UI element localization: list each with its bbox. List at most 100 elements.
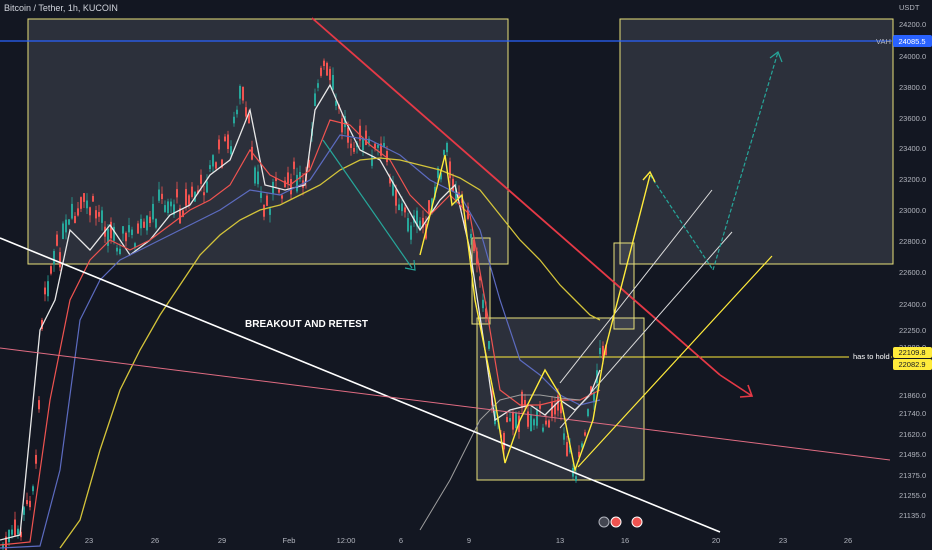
- candle-body: [134, 243, 136, 248]
- white-descending-trendline[interactable]: [0, 237, 721, 533]
- price-axis-label: 21255.0: [899, 491, 926, 500]
- candle-body: [173, 204, 175, 215]
- candle-body: [185, 189, 187, 206]
- candle-body: [95, 210, 97, 219]
- candle-body: [347, 127, 349, 143]
- candle-body: [296, 174, 298, 192]
- candle-body: [380, 143, 382, 156]
- candle-body: [437, 167, 439, 178]
- candle-body: [47, 281, 49, 297]
- candle-body: [44, 287, 46, 295]
- candle-body: [227, 134, 229, 149]
- candle-body: [167, 201, 169, 213]
- candle-body: [260, 192, 262, 198]
- price-tag-vah-text: 24085.5: [898, 37, 925, 46]
- red-descending-trendline[interactable]: [311, 17, 721, 376]
- candle-body: [188, 195, 190, 205]
- candle-body: [41, 319, 43, 330]
- candle-body: [269, 208, 271, 215]
- candle-body: [83, 193, 85, 202]
- yellow-projection-path: [419, 154, 651, 473]
- candle-body: [164, 205, 166, 212]
- candle-body: [140, 218, 142, 229]
- price-tag-hold-text: 22109.8: [898, 348, 925, 357]
- candle-body: [551, 402, 553, 417]
- candle-body: [317, 83, 319, 88]
- price-axis-label: 24000.0: [899, 52, 926, 61]
- candle-body: [542, 427, 544, 432]
- candle-body: [284, 180, 286, 188]
- candle-body: [548, 420, 550, 428]
- hold-label-bg: [849, 350, 891, 361]
- channel-white-upper[interactable]: [559, 189, 713, 384]
- upper-right-target-box: [619, 18, 894, 265]
- channel-white-lower[interactable]: [559, 231, 733, 429]
- green-down-arrow-1: [322, 139, 413, 269]
- candle-body: [365, 130, 367, 146]
- candle-body: [68, 219, 70, 225]
- time-axis-label: 23: [85, 536, 93, 545]
- candle-body: [26, 500, 28, 505]
- event-icons[interactable]: [598, 516, 643, 528]
- candle-body: [98, 212, 100, 217]
- candle-body: [32, 486, 34, 492]
- candle-body: [419, 220, 421, 228]
- candle-body: [62, 223, 64, 240]
- time-axis-label: 26: [844, 536, 852, 545]
- candle-body: [203, 192, 205, 196]
- channel-yellow-lower[interactable]: [577, 255, 773, 468]
- candle-body: [50, 266, 52, 274]
- candle-body: [389, 177, 391, 184]
- candle-body: [209, 165, 211, 169]
- candle-body: [35, 454, 37, 464]
- candle-body: [605, 344, 607, 355]
- candle-body: [107, 229, 109, 246]
- candle-body: [17, 528, 19, 535]
- candle-body: [335, 100, 337, 106]
- price-axis-label: 21135.0: [899, 511, 926, 520]
- candle-body: [221, 159, 223, 168]
- price-axis-label: 21375.0: [899, 471, 926, 480]
- candle-body: [386, 151, 388, 163]
- red-arrow: [719, 374, 753, 397]
- candle-body: [533, 419, 535, 426]
- candle-body: [359, 125, 361, 141]
- candle-body: [350, 143, 352, 148]
- candle-body: [563, 433, 565, 440]
- candle-body: [242, 86, 244, 101]
- candle-body: [383, 143, 385, 148]
- price-axis-label: 23000.0: [899, 206, 926, 215]
- candle-body: [602, 345, 604, 359]
- red-arrow-head: [739, 384, 754, 398]
- price-axis-label: 21495.0: [899, 450, 926, 459]
- candle-body: [71, 203, 73, 219]
- candle-body: [119, 248, 121, 254]
- candle-body: [86, 200, 88, 209]
- time-axis[interactable]: 23 26 29 Feb 12:00 6 9 13 16 20 23 26: [85, 536, 852, 545]
- chart-title[interactable]: Bitcoin / Tether, 1h, KUCOIN: [4, 3, 118, 13]
- candle-body: [560, 403, 562, 414]
- price-tag-last: 22082.9: [893, 359, 932, 370]
- candle-body: [206, 181, 208, 193]
- candle-body: [554, 404, 556, 415]
- pink-trendline[interactable]: [0, 347, 891, 461]
- candle-body: [362, 137, 364, 151]
- candle-body: [110, 221, 112, 239]
- candle-body: [530, 415, 532, 431]
- candle-body: [452, 178, 454, 192]
- candle-body: [473, 239, 475, 252]
- candle-body: [521, 391, 523, 408]
- candle-body: [323, 60, 325, 66]
- candle-body: [128, 225, 130, 233]
- breakout-annotation: BREAKOUT AND RETEST: [245, 319, 368, 330]
- candle-body: [146, 215, 148, 231]
- time-axis-label: Feb: [283, 536, 296, 545]
- candle-body: [443, 149, 445, 155]
- candle-body: [293, 161, 295, 170]
- candle-body: [314, 93, 316, 107]
- price-axis-label: 22250.0: [899, 326, 926, 335]
- price-axis-label: 23600.0: [899, 114, 926, 123]
- green-up-path: [649, 51, 779, 272]
- candle-body: [377, 144, 379, 148]
